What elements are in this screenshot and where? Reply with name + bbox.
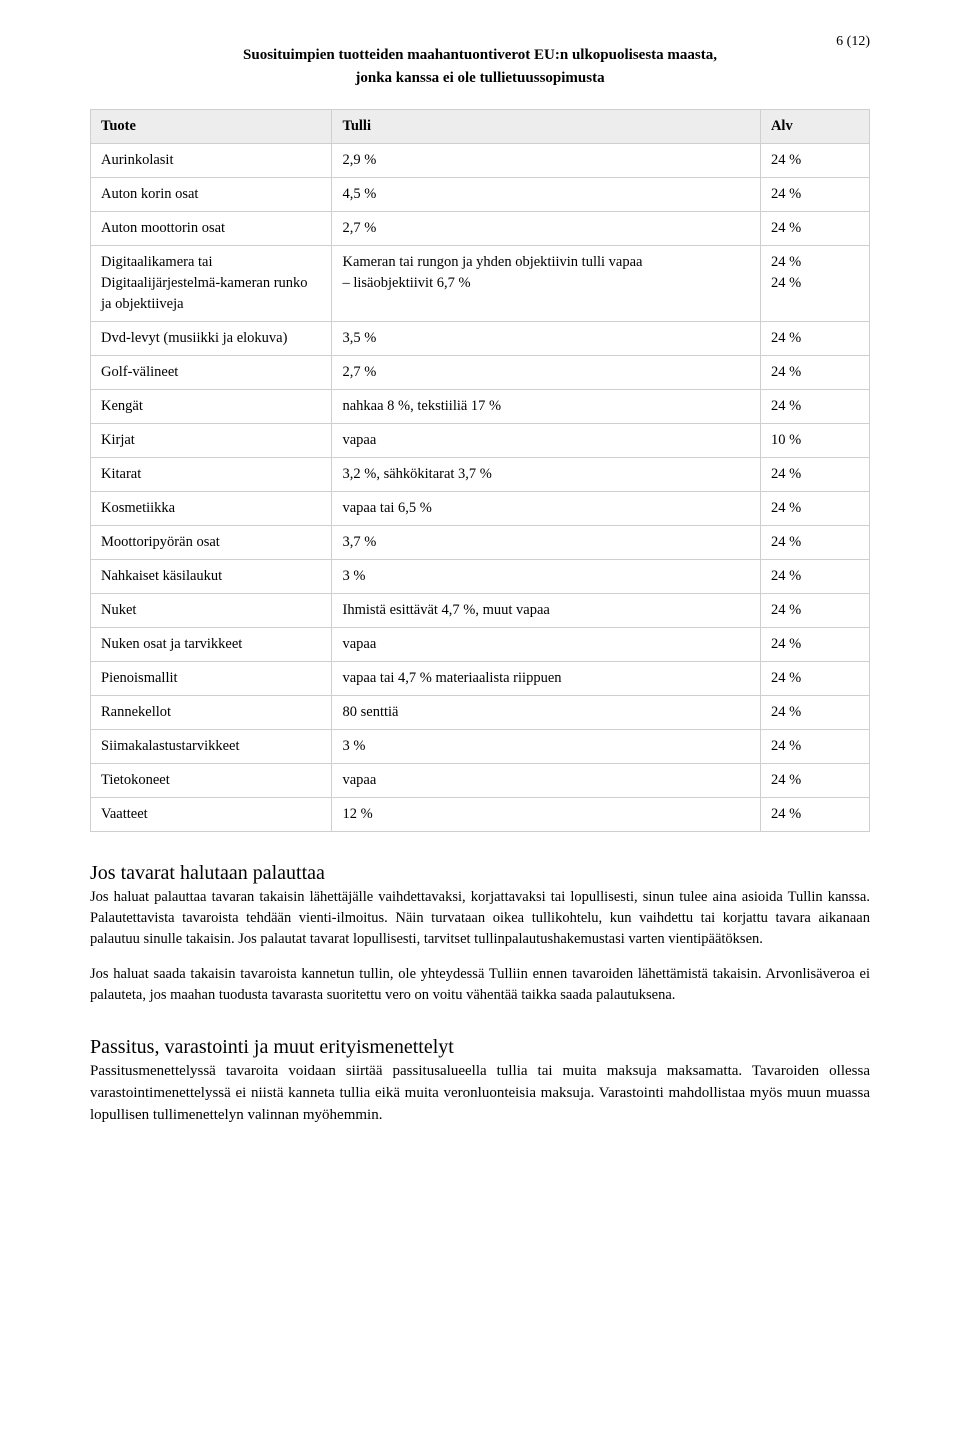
cell-vat: 24 % 24 %	[760, 246, 869, 322]
cell-duty: 80 senttiä	[332, 696, 760, 730]
table-row: Pienoismallitvapaa tai 4,7 % materiaalis…	[91, 662, 870, 696]
cell-product: Kosmetiikka	[91, 492, 332, 526]
cell-duty: nahkaa 8 %, tekstiiliä 17 %	[332, 390, 760, 424]
cell-duty: vapaa tai 6,5 %	[332, 492, 760, 526]
cell-duty: vapaa	[332, 424, 760, 458]
cell-vat: 24 %	[760, 178, 869, 212]
cell-product: Kengät	[91, 390, 332, 424]
cell-vat: 24 %	[760, 492, 869, 526]
table-row: Aurinkolasit2,9 %24 %	[91, 144, 870, 178]
cell-product: Siimakalastustarvikkeet	[91, 730, 332, 764]
section-return-p1: Jos haluat palauttaa tavaran takaisin lä…	[90, 887, 870, 950]
cell-vat: 24 %	[760, 458, 869, 492]
cell-duty: vapaa tai 4,7 % materiaalista riippuen	[332, 662, 760, 696]
col-header-vat: Alv	[760, 110, 869, 144]
cell-vat: 24 %	[760, 798, 869, 832]
tariff-table: Tuote Tulli Alv Aurinkolasit2,9 %24 %Aut…	[90, 109, 870, 832]
cell-duty: vapaa	[332, 628, 760, 662]
table-row: Vaatteet12 %24 %	[91, 798, 870, 832]
cell-product: Rannekellot	[91, 696, 332, 730]
cell-duty: 2,7 %	[332, 356, 760, 390]
cell-duty: 2,7 %	[332, 212, 760, 246]
cell-product: Auton korin osat	[91, 178, 332, 212]
cell-product: Kirjat	[91, 424, 332, 458]
page: 6 (12) Suosituimpien tuotteiden maahantu…	[0, 0, 960, 1449]
cell-product: Auton moottorin osat	[91, 212, 332, 246]
cell-vat: 24 %	[760, 322, 869, 356]
cell-product: Nuken osat ja tarvikkeet	[91, 628, 332, 662]
cell-vat: 24 %	[760, 764, 869, 798]
cell-product: Nuket	[91, 594, 332, 628]
section-return-heading: Jos tavarat halutaan palauttaa	[90, 862, 870, 885]
cell-vat: 24 %	[760, 696, 869, 730]
cell-duty: vapaa	[332, 764, 760, 798]
cell-product: Digitaalikamera tai Digitaalijärjestelmä…	[91, 246, 332, 322]
table-row: Kitarat3,2 %, sähkökitarat 3,7 %24 %	[91, 458, 870, 492]
col-header-duty: Tulli	[332, 110, 760, 144]
cell-product: Nahkaiset käsilaukut	[91, 560, 332, 594]
table-row: Kirjatvapaa10 %	[91, 424, 870, 458]
section-transit-heading: Passitus, varastointi ja muut erityismen…	[90, 1036, 870, 1059]
cell-product: Dvd-levyt (musiikki ja elokuva)	[91, 322, 332, 356]
table-row: Golf-välineet2,7 %24 %	[91, 356, 870, 390]
cell-duty: 4,5 %	[332, 178, 760, 212]
cell-vat: 24 %	[760, 662, 869, 696]
cell-product: Aurinkolasit	[91, 144, 332, 178]
cell-duty: 3 %	[332, 730, 760, 764]
cell-product: Pienoismallit	[91, 662, 332, 696]
cell-vat: 24 %	[760, 526, 869, 560]
cell-vat: 24 %	[760, 730, 869, 764]
page-number: 6 (12)	[836, 34, 870, 50]
table-row: Kosmetiikkavapaa tai 6,5 %24 %	[91, 492, 870, 526]
cell-vat: 24 %	[760, 390, 869, 424]
table-row: Dvd-levyt (musiikki ja elokuva)3,5 %24 %	[91, 322, 870, 356]
cell-duty: 3,2 %, sähkökitarat 3,7 %	[332, 458, 760, 492]
cell-vat: 24 %	[760, 560, 869, 594]
cell-vat: 24 %	[760, 212, 869, 246]
table-header-row: Tuote Tulli Alv	[91, 110, 870, 144]
col-header-product: Tuote	[91, 110, 332, 144]
section-return-p2: Jos haluat saada takaisin tavaroista kan…	[90, 964, 870, 1006]
table-row: Moottoripyörän osat3,7 %24 %	[91, 526, 870, 560]
table-row: Kengätnahkaa 8 %, tekstiiliä 17 %24 %	[91, 390, 870, 424]
cell-duty: Kameran tai rungon ja yhden objektiivin …	[332, 246, 760, 322]
cell-product: Vaatteet	[91, 798, 332, 832]
table-row: Nahkaiset käsilaukut3 %24 %	[91, 560, 870, 594]
table-row: Rannekellot80 senttiä24 %	[91, 696, 870, 730]
table-row: Nuken osat ja tarvikkeetvapaa24 %	[91, 628, 870, 662]
cell-vat: 24 %	[760, 594, 869, 628]
table-row: Digitaalikamera tai Digitaalijärjestelmä…	[91, 246, 870, 322]
cell-product: Kitarat	[91, 458, 332, 492]
cell-vat: 24 %	[760, 144, 869, 178]
doc-title-line2: jonka kanssa ei ole tullietuussopimusta	[90, 67, 870, 90]
section-transit-p1: Passitusmenettelyssä tavaroita voidaan s…	[90, 1061, 870, 1126]
cell-duty: Ihmistä esittävät 4,7 %, muut vapaa	[332, 594, 760, 628]
cell-duty: 3 %	[332, 560, 760, 594]
table-row: Auton korin osat4,5 %24 %	[91, 178, 870, 212]
table-row: Tietokoneetvapaa24 %	[91, 764, 870, 798]
cell-vat: 24 %	[760, 628, 869, 662]
table-row: Siimakalastustarvikkeet3 %24 %	[91, 730, 870, 764]
cell-duty: 12 %	[332, 798, 760, 832]
cell-duty: 2,9 %	[332, 144, 760, 178]
table-row: Auton moottorin osat2,7 %24 %	[91, 212, 870, 246]
cell-duty: 3,5 %	[332, 322, 760, 356]
cell-duty: 3,7 %	[332, 526, 760, 560]
cell-vat: 10 %	[760, 424, 869, 458]
cell-product: Moottoripyörän osat	[91, 526, 332, 560]
cell-product: Golf-välineet	[91, 356, 332, 390]
doc-title-line1: Suosituimpien tuotteiden maahantuontiver…	[90, 44, 870, 67]
table-row: NuketIhmistä esittävät 4,7 %, muut vapaa…	[91, 594, 870, 628]
cell-vat: 24 %	[760, 356, 869, 390]
cell-product: Tietokoneet	[91, 764, 332, 798]
